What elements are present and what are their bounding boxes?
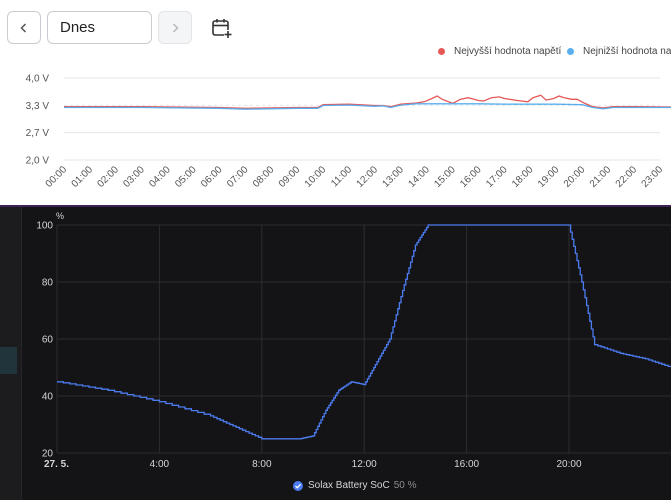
v-x-tick-label: 13:00 [381,164,407,190]
v-x-tick-label: 01:00 [70,164,96,190]
v-y-tick-label: 4,0 V [26,74,50,85]
v-x-tick-label: 23:00 [640,164,666,190]
v-x-tick-label: 14:00 [406,164,432,190]
date-field[interactable]: Dnes [47,11,152,44]
legend-item-max[interactable]: Nejvyšší hodnota napětí [438,46,561,57]
s-series-soc-line [57,224,671,440]
s-y-tick-label: 40 [42,392,54,403]
soc-current-value: 50 % [393,480,417,491]
s-x-tick-label: 12:00 [352,459,377,470]
v-x-tick-label: 22:00 [614,164,640,190]
previous-day-button[interactable] [7,11,41,44]
legend-item-min[interactable]: Nejnižší hodnota napětí [567,46,671,57]
v-x-tick-label: 02:00 [95,164,121,190]
chevron-right-icon [172,22,179,33]
legend-label-max: Nejvyšší hodnota napětí [454,46,562,57]
calendar-add-icon[interactable] [211,17,233,39]
v-x-tick-label: 04:00 [147,164,173,190]
sidebar-active-item[interactable] [0,347,17,374]
s-y-tick-label: 20 [42,449,54,460]
v-x-tick-label: 03:00 [121,164,147,190]
soc-legend[interactable]: Solax Battery SoC 50 % [293,480,417,491]
panel-divider [0,205,671,207]
v-x-tick-label: 17:00 [484,164,510,190]
v-x-tick-label: 18:00 [510,164,536,190]
legend-dot-min [567,48,574,55]
v-x-tick-label: 16:00 [458,164,484,190]
v-y-tick-label: 3,3 V [26,101,50,112]
s-x-tick-label: 4:00 [150,459,170,470]
next-day-button[interactable] [158,11,192,44]
v-x-tick-label: 19:00 [536,164,562,190]
v-x-tick-label: 12:00 [355,164,381,190]
s-x-tick-label: 8:00 [252,459,272,470]
v-y-tick-label: 2,7 V [26,128,50,139]
v-series-max-line [64,94,671,109]
v-x-tick-label: 09:00 [277,164,303,190]
voltage-chart: 4,0 V 3,3 V 2,7 V 2,0 V00:00 01:00 02:00 03:00… [26,74,671,190]
battery-panel: 100 80 60 40 20% 27. 5. 4:00 8:00 12:00 16:00 20:0… [0,207,671,500]
v-x-tick-label: 15:00 [432,164,458,190]
s-x-tick-label: 16:00 [454,459,479,470]
v-x-tick-label: 10:00 [303,164,329,190]
legend-dot-max [438,48,445,55]
s-y-tick-label: 60 [42,335,54,346]
check-icon [293,480,303,491]
battery-soc-chart: 100 80 60 40 20% 27. 5. 4:00 8:00 12:00 16:00 20:0… [36,211,671,470]
s-x-tick-label: 20:00 [556,459,581,470]
v-series-min-line [64,103,671,110]
s-y-tick-label: 100 [36,221,53,232]
v-x-tick-label: 07:00 [225,164,251,190]
s-y-unit-label: % [56,211,64,221]
v-x-tick-label: 11:00 [329,164,354,189]
s-y-tick-label: 80 [42,278,54,289]
soc-legend-label: Solax Battery SoC [308,480,390,491]
chevron-left-icon [20,22,27,33]
legend-label-min: Nejnižší hodnota napětí [583,46,671,57]
s-x-tick-label: 27. 5. [44,459,69,470]
sidebar [0,207,22,500]
v-y-tick-label: 2,0 V [26,156,50,167]
v-x-tick-label: 21:00 [588,164,614,190]
v-x-tick-label: 06:00 [199,164,225,190]
v-x-tick-label: 05:00 [173,164,199,190]
v-x-tick-label: 08:00 [251,164,277,190]
voltage-panel: Dnes Nejvyšší hodnota napětí Nejnižší ho… [0,0,671,205]
v-x-tick-label: 20:00 [562,164,588,190]
v-x-tick-label: 00:00 [44,164,70,190]
